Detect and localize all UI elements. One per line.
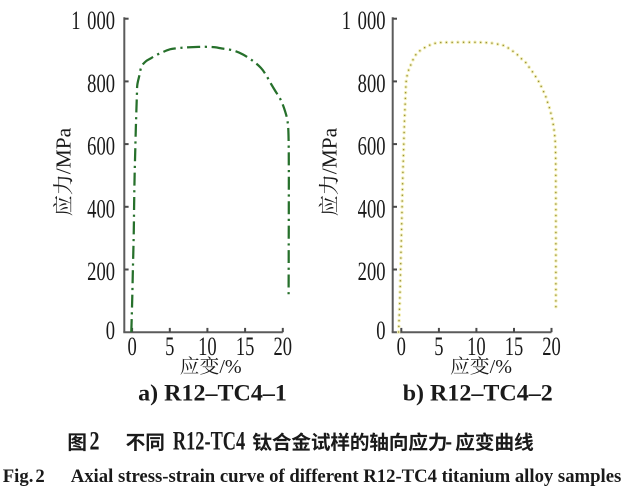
- svg-text:b) R12–TC4–2: b) R12–TC4–2: [403, 381, 553, 407]
- svg-text:200: 200: [87, 257, 115, 286]
- svg-text:20: 20: [274, 332, 293, 361]
- svg-text:/MPa: /MPa: [52, 127, 76, 174]
- svg-text:10: 10: [198, 332, 217, 361]
- svg-text:5: 5: [434, 332, 443, 361]
- svg-text:-: -: [445, 427, 452, 456]
- svg-text:0: 0: [397, 332, 406, 361]
- svg-text:2: 2: [90, 427, 100, 456]
- svg-text:0: 0: [127, 332, 136, 361]
- svg-text:15: 15: [505, 332, 524, 361]
- svg-text:0: 0: [106, 316, 115, 345]
- svg-text:/%: /%: [490, 356, 513, 378]
- svg-text:600: 600: [87, 131, 115, 160]
- svg-text:800: 800: [358, 69, 386, 98]
- svg-text:800: 800: [87, 69, 115, 98]
- svg-text:200: 200: [358, 257, 386, 286]
- svg-text:400: 400: [87, 194, 115, 223]
- svg-text:/MPa: /MPa: [317, 127, 341, 174]
- svg-text:15: 15: [236, 332, 255, 361]
- svg-text:/%: /%: [219, 356, 242, 378]
- svg-text:a) R12–TC4–1: a) R12–TC4–1: [138, 381, 287, 407]
- svg-text:5: 5: [165, 332, 174, 361]
- svg-text:10: 10: [467, 332, 486, 361]
- svg-text:600: 600: [358, 131, 386, 160]
- svg-text:R12-TC4: R12-TC4: [173, 426, 245, 455]
- svg-text:0: 0: [376, 316, 385, 345]
- svg-text:400: 400: [358, 194, 386, 223]
- svg-text:20: 20: [542, 332, 561, 361]
